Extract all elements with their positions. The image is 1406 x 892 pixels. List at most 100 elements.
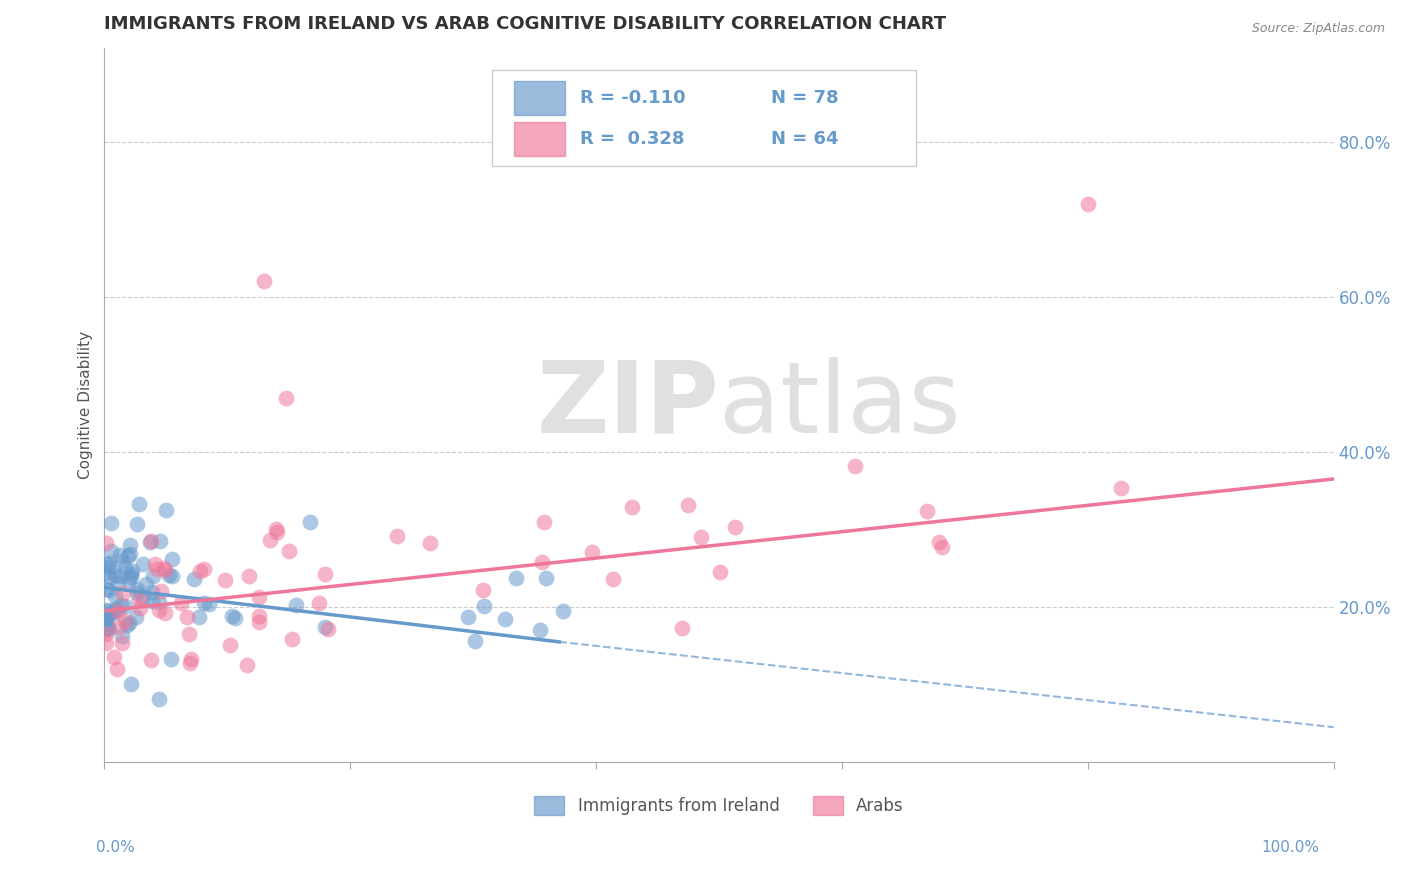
Point <box>253 274 276 288</box>
Point <box>98 559 121 574</box>
Point <box>299 515 322 529</box>
Point <box>419 536 441 550</box>
Point <box>107 620 129 634</box>
Point <box>104 601 127 615</box>
Text: atlas: atlas <box>718 357 960 454</box>
Point <box>94 610 117 624</box>
Point <box>94 609 117 624</box>
Point <box>153 563 176 577</box>
Point <box>247 591 270 605</box>
Text: 100.0%: 100.0% <box>1261 839 1319 855</box>
Point <box>224 611 246 625</box>
Point <box>120 547 142 561</box>
Point <box>148 595 170 609</box>
Bar <box>513 80 565 115</box>
Point <box>276 391 298 405</box>
Point <box>96 557 118 571</box>
Point <box>183 572 205 586</box>
Point <box>928 534 950 549</box>
Point <box>142 569 165 583</box>
Point <box>139 534 162 549</box>
Point <box>94 616 117 631</box>
Point <box>621 500 644 515</box>
Point <box>278 544 301 558</box>
Point <box>96 582 118 596</box>
Point <box>494 612 516 626</box>
Point <box>472 599 495 613</box>
Text: R = -0.110: R = -0.110 <box>581 88 686 107</box>
Point <box>127 582 149 597</box>
Point <box>141 585 163 599</box>
Point <box>146 562 169 576</box>
Point <box>120 570 142 584</box>
Point <box>121 565 143 579</box>
Point <box>314 620 336 634</box>
Point <box>505 571 527 585</box>
Point <box>259 533 281 548</box>
Point <box>281 632 304 647</box>
Point <box>120 566 142 581</box>
Point <box>114 614 136 628</box>
Point <box>198 597 221 611</box>
Point <box>94 636 117 650</box>
Point <box>534 571 557 585</box>
Point <box>221 609 243 624</box>
Point <box>247 608 270 623</box>
Point <box>132 557 155 571</box>
Point <box>153 561 176 575</box>
Point <box>111 586 134 600</box>
Text: N = 64: N = 64 <box>770 130 838 148</box>
Point <box>385 529 408 543</box>
Y-axis label: Cognitive Disability: Cognitive Disability <box>79 331 93 479</box>
Point <box>124 610 146 624</box>
Point <box>104 604 127 618</box>
Point <box>724 520 747 534</box>
Point <box>111 629 134 643</box>
Point <box>94 536 117 550</box>
Point <box>115 618 138 632</box>
Point <box>104 567 127 582</box>
Point <box>551 604 574 618</box>
Point <box>193 562 215 576</box>
Point <box>100 607 122 621</box>
Point <box>236 658 259 673</box>
Point <box>96 608 118 623</box>
Point <box>107 604 129 618</box>
Bar <box>513 122 565 156</box>
Point <box>219 639 242 653</box>
Point <box>179 656 201 670</box>
FancyBboxPatch shape <box>492 70 915 166</box>
Point <box>104 589 127 603</box>
Point <box>153 606 176 620</box>
Point <box>1109 482 1132 496</box>
Point <box>120 677 142 691</box>
Point <box>141 593 163 607</box>
Point <box>145 557 167 571</box>
Point <box>676 498 699 512</box>
Point <box>107 576 129 591</box>
Point <box>97 556 120 570</box>
Point <box>135 577 157 591</box>
Point <box>96 603 118 617</box>
Point <box>170 596 193 610</box>
Point <box>931 540 953 554</box>
Point <box>105 662 128 676</box>
Point <box>97 621 120 635</box>
Point <box>308 596 330 610</box>
Point <box>247 615 270 629</box>
Point <box>472 582 495 597</box>
Point <box>128 497 150 511</box>
Point <box>160 552 183 566</box>
Point <box>160 569 183 583</box>
Point <box>96 566 118 580</box>
Point <box>98 582 121 597</box>
Point <box>132 591 155 605</box>
Point <box>114 561 136 575</box>
Point <box>108 548 131 562</box>
Point <box>533 516 555 530</box>
Point <box>238 569 260 583</box>
Point <box>127 517 149 532</box>
Point <box>94 627 117 641</box>
Point <box>214 573 236 587</box>
Point <box>117 549 139 563</box>
